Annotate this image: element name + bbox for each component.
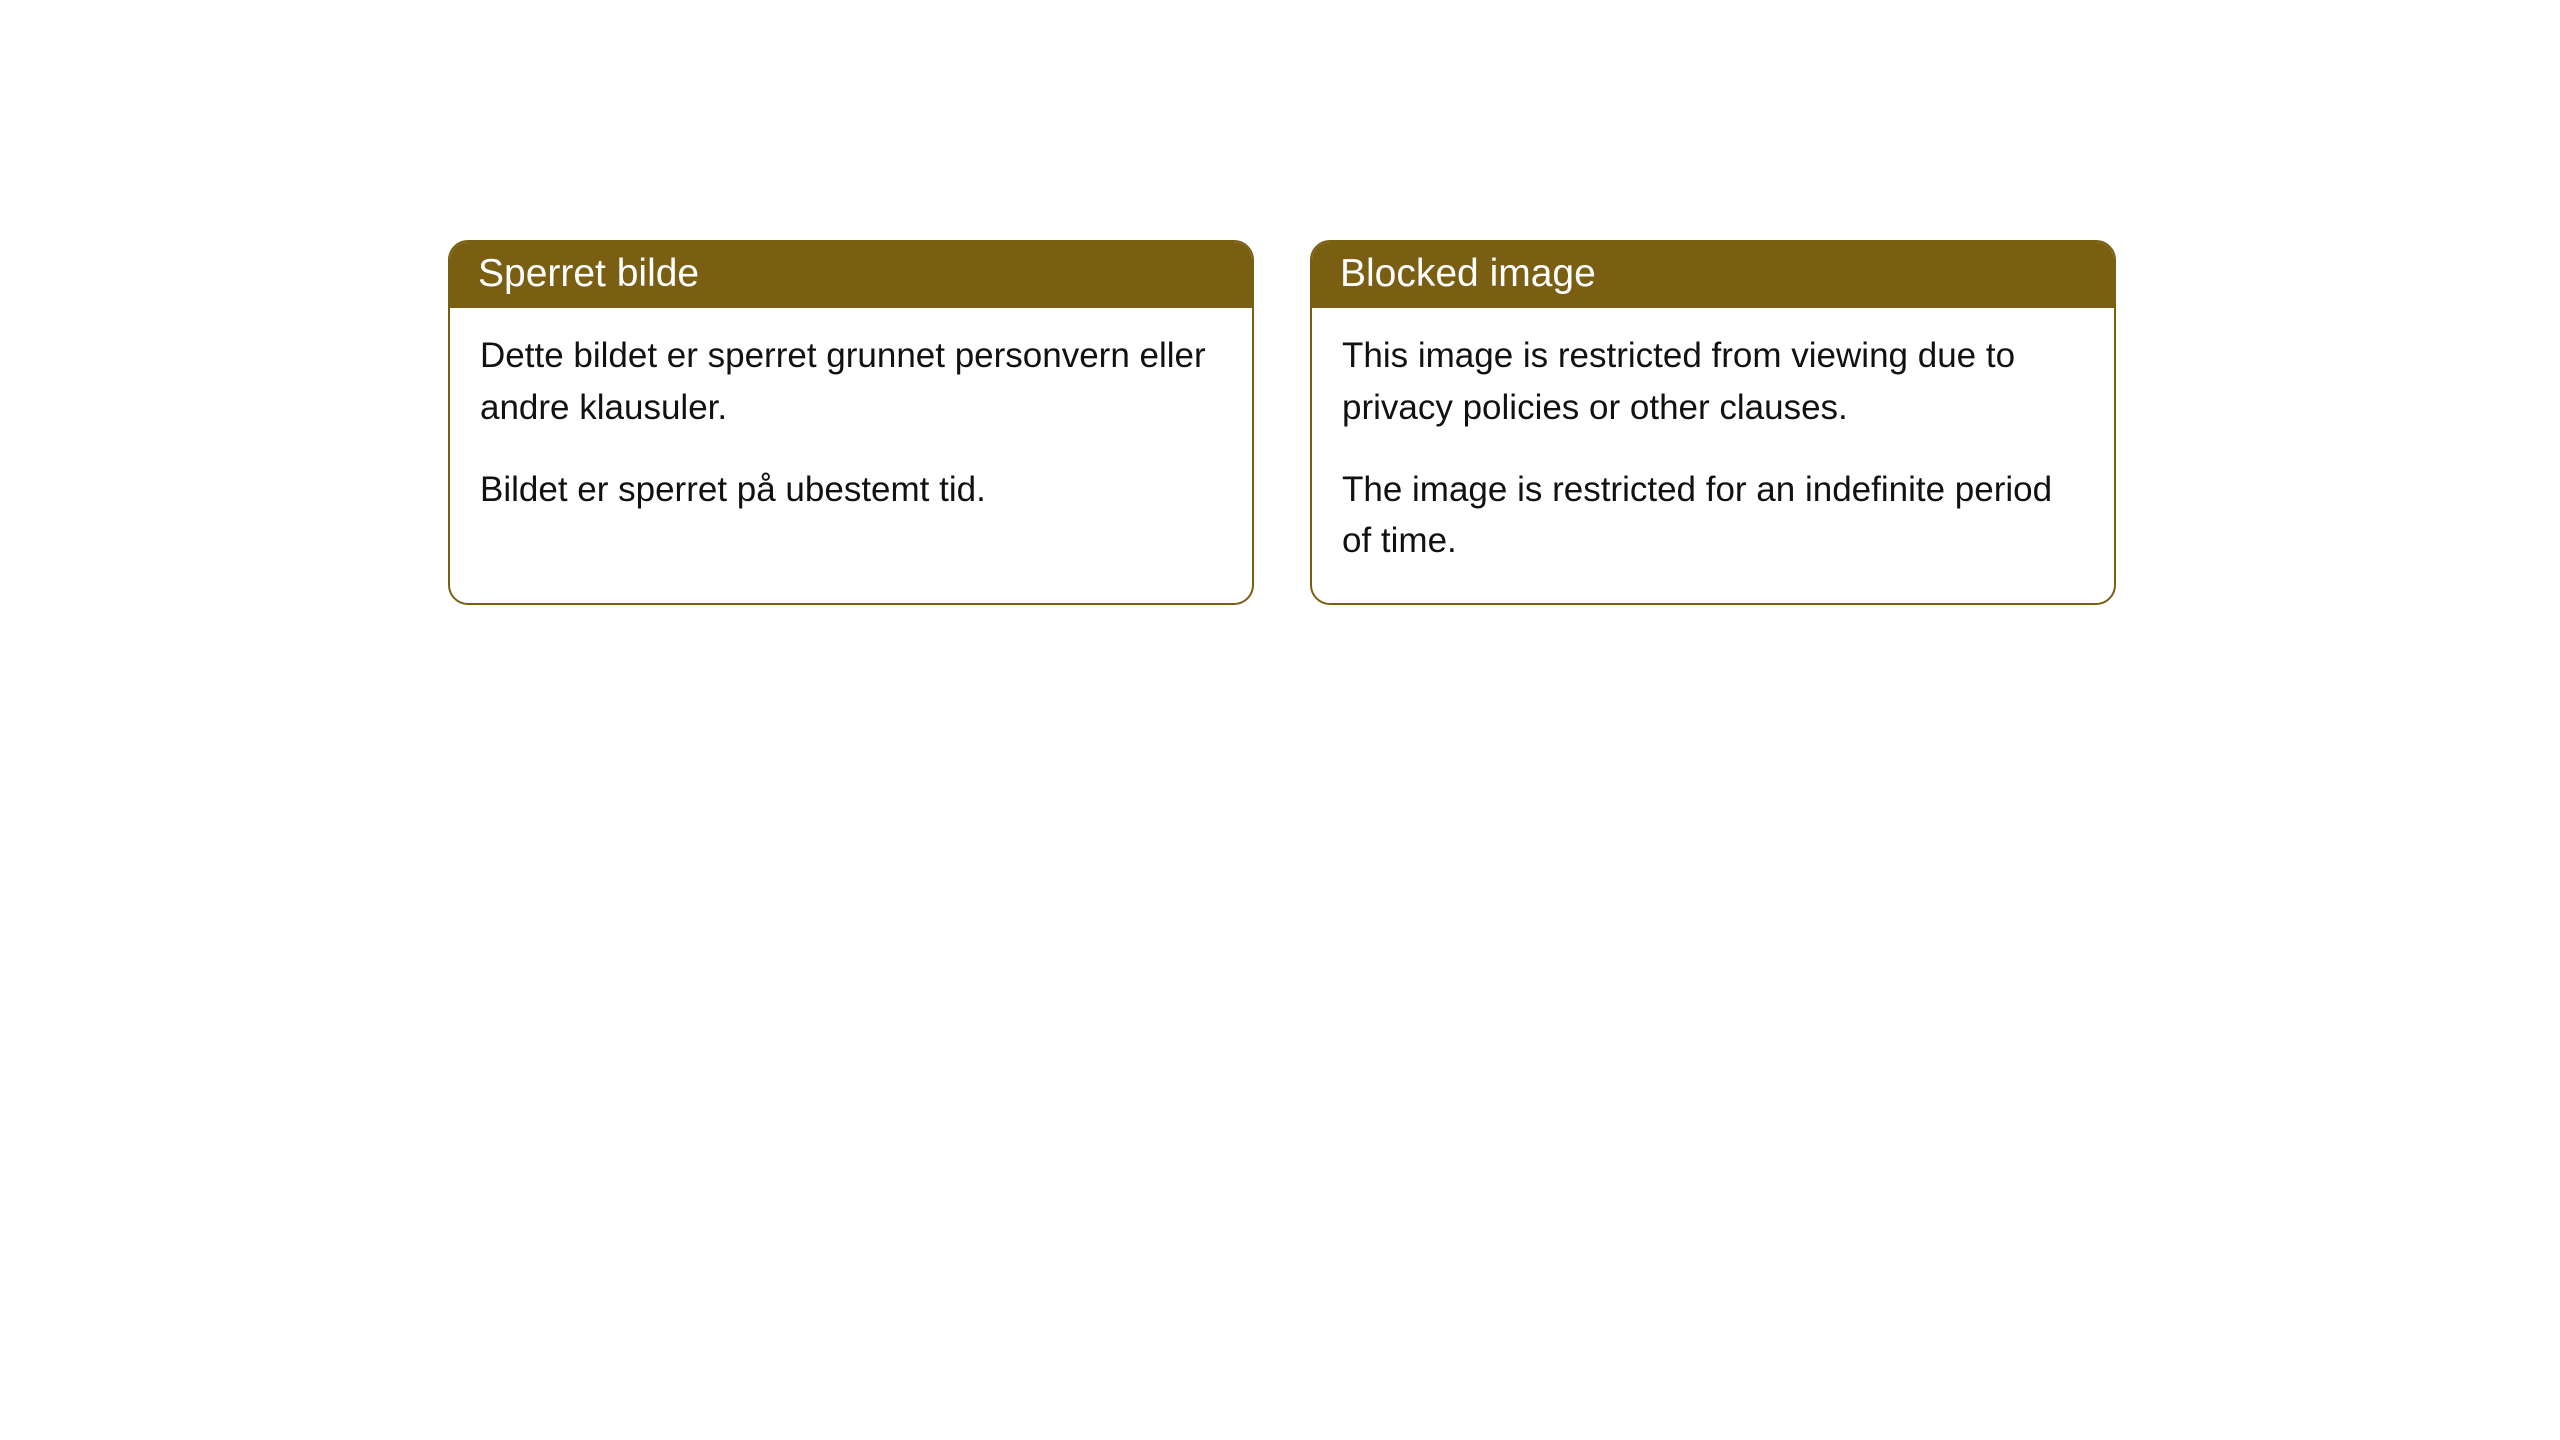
blocked-image-card-norwegian: Sperret bilde Dette bildet er sperret gr…	[448, 240, 1254, 605]
card-paragraph-2: The image is restricted for an indefinit…	[1342, 464, 2084, 568]
card-body: This image is restricted from viewing du…	[1312, 308, 2114, 603]
cards-container: Sperret bilde Dette bildet er sperret gr…	[0, 0, 2560, 605]
card-title: Blocked image	[1312, 242, 2114, 308]
blocked-image-card-english: Blocked image This image is restricted f…	[1310, 240, 2116, 605]
card-title: Sperret bilde	[450, 242, 1252, 308]
card-paragraph-1: This image is restricted from viewing du…	[1342, 330, 2084, 434]
card-paragraph-1: Dette bildet er sperret grunnet personve…	[480, 330, 1222, 434]
card-body: Dette bildet er sperret grunnet personve…	[450, 308, 1252, 551]
card-paragraph-2: Bildet er sperret på ubestemt tid.	[480, 464, 1222, 516]
